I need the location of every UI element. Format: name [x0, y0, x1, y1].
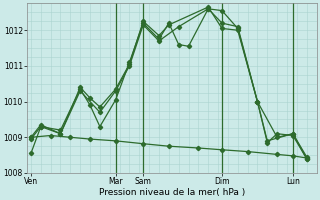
X-axis label: Pression niveau de la mer( hPa ): Pression niveau de la mer( hPa ): [99, 188, 245, 197]
